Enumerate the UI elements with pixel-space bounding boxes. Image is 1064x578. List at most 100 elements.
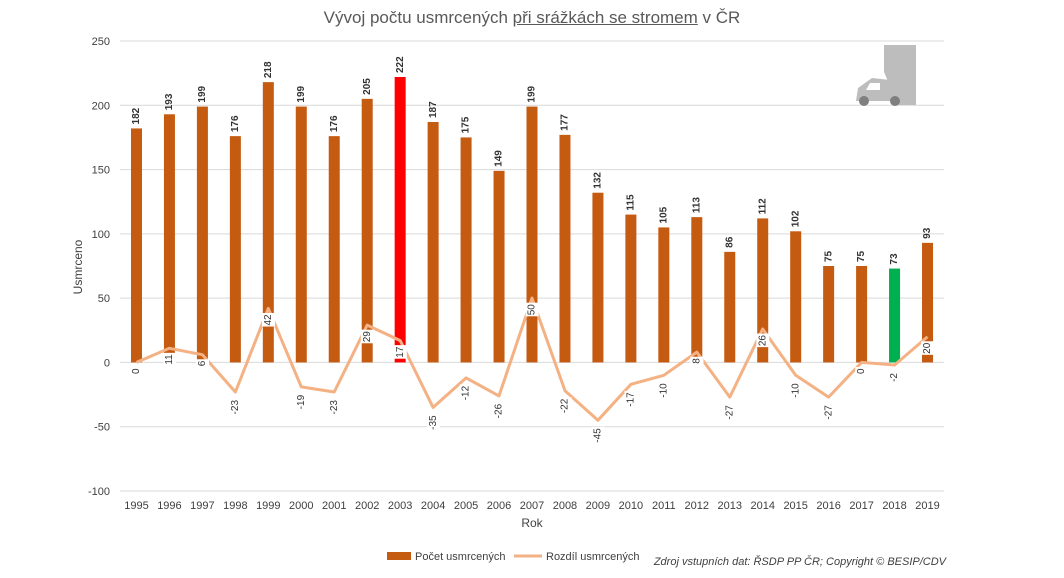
x-axis-ticks: 1995 1996 1997 1998 1999 2000 2001 2002 2003 2004… (124, 500, 940, 512)
bar-1995 (130, 128, 142, 363)
difference-value-label: 0 (131, 368, 142, 374)
x-tick-label: 2015 (783, 500, 807, 512)
difference-label-bg (459, 384, 473, 402)
difference-label-bg (196, 359, 210, 368)
difference-value-label: -35 (428, 415, 439, 430)
chart-title-part1: Vývoj počtu usmrcených (323, 8, 513, 27)
bar-2005 (460, 137, 472, 363)
difference-value-label: -45 (593, 428, 604, 443)
bar-2000 (295, 106, 307, 363)
difference-value-label: 8 (691, 358, 702, 364)
bar-2019 (922, 242, 934, 363)
y-tick-label: 50 (98, 293, 110, 305)
bar-2013 (724, 251, 736, 363)
bar-2003 (394, 77, 406, 363)
difference-line (135, 296, 929, 422)
bar-1997 (196, 106, 208, 363)
y-tick-label: 100 (92, 229, 110, 241)
chart-title: Vývoj počtu usmrcených při srážkách se s… (0, 8, 1064, 28)
bar-value-label: 93 (922, 227, 933, 239)
difference-value-label: 42 (263, 314, 274, 326)
difference-label-bg (624, 390, 638, 408)
difference-value-label: 50 (527, 304, 538, 316)
difference-label-bg (229, 398, 243, 416)
bar-value-label: 187 (428, 101, 439, 118)
bar-value-label: 175 (461, 116, 472, 133)
difference-label-bg (426, 413, 440, 431)
bar-value-label: 193 (164, 93, 175, 110)
bar-2015 (790, 231, 802, 363)
difference-label-bg (921, 341, 935, 355)
difference-value-label: -2 (889, 373, 900, 382)
difference-value-label: 6 (197, 360, 208, 366)
bar-1998 (229, 136, 241, 363)
difference-label-bg (327, 398, 341, 416)
bar-value-label: 218 (263, 61, 274, 78)
difference-value-label: 17 (395, 346, 406, 358)
difference-label-bg (558, 397, 572, 415)
bar-2018 (889, 268, 901, 363)
difference-value-label: -10 (790, 383, 801, 398)
car-tree-crash-icon (856, 45, 916, 106)
x-tick-label: 2010 (619, 500, 643, 512)
difference-label-bg (261, 312, 275, 327)
difference-label-bg (525, 302, 539, 317)
difference-value-label: 0 (856, 368, 867, 374)
difference-label-bg (855, 366, 869, 375)
bar-value-label: 199 (296, 85, 307, 102)
difference-value-label: -23 (230, 400, 241, 415)
x-tick-label: 2014 (750, 500, 774, 512)
bar-1999 (262, 82, 274, 363)
x-tick-label: 2001 (322, 500, 346, 512)
difference-label-bg (657, 381, 671, 399)
bar-2010 (625, 214, 637, 363)
bar-value-label: 177 (560, 114, 571, 131)
bar-value-label: 105 (658, 206, 669, 223)
bars (130, 77, 934, 363)
bar-value-label: 86 (724, 236, 735, 248)
bar-2016 (823, 266, 835, 363)
y-axis-ticks: -100 -50 0 50 100 150 200 250 (88, 36, 110, 498)
x-tick-label: 1997 (190, 500, 214, 512)
difference-value-label: -12 (461, 385, 472, 400)
difference-value-label: 20 (922, 342, 933, 354)
bar-value-label: 176 (230, 115, 241, 132)
legend-label-line: Rozdíl usmrcených (546, 551, 640, 563)
bar-2008 (559, 134, 571, 363)
difference-label-bg (130, 366, 144, 375)
y-tick-label: 250 (92, 36, 110, 48)
bar-1996 (163, 114, 175, 363)
x-tick-label: 2002 (355, 500, 379, 512)
y-tick-label: 0 (104, 357, 110, 369)
x-tick-label: 2018 (882, 500, 906, 512)
difference-label-bg (888, 371, 902, 383)
difference-label-bg (723, 403, 737, 421)
bar-value-label: 102 (790, 210, 801, 227)
y-tick-label: 150 (92, 165, 110, 177)
difference-value-label: 26 (757, 335, 768, 347)
chart-title-part3: v ČR (697, 8, 741, 27)
x-tick-label: 1998 (223, 500, 247, 512)
difference-value-label: -27 (724, 405, 735, 420)
x-tick-label: 2005 (454, 500, 478, 512)
bar-value-label: 182 (131, 107, 142, 124)
bar-2006 (493, 170, 505, 363)
bar-value-label: 176 (329, 115, 340, 132)
bar-2017 (856, 266, 868, 363)
chart-title-part2: při srážkách se stromem (512, 8, 698, 27)
x-tick-label: 2013 (718, 500, 742, 512)
difference-value-label: -10 (658, 383, 669, 398)
bar-value-label: 205 (362, 78, 373, 95)
x-tick-label: 2004 (421, 500, 445, 512)
x-tick-label: 2016 (816, 500, 840, 512)
bar-2004 (427, 122, 439, 363)
x-axis-title: Rok (521, 516, 543, 530)
bar-value-label: 222 (395, 56, 406, 73)
x-tick-label: 2003 (388, 500, 412, 512)
bar-2012 (691, 217, 703, 363)
bar-value-label: 115 (626, 194, 637, 211)
bar-2014 (757, 218, 769, 363)
x-tick-label: 1999 (256, 500, 280, 512)
